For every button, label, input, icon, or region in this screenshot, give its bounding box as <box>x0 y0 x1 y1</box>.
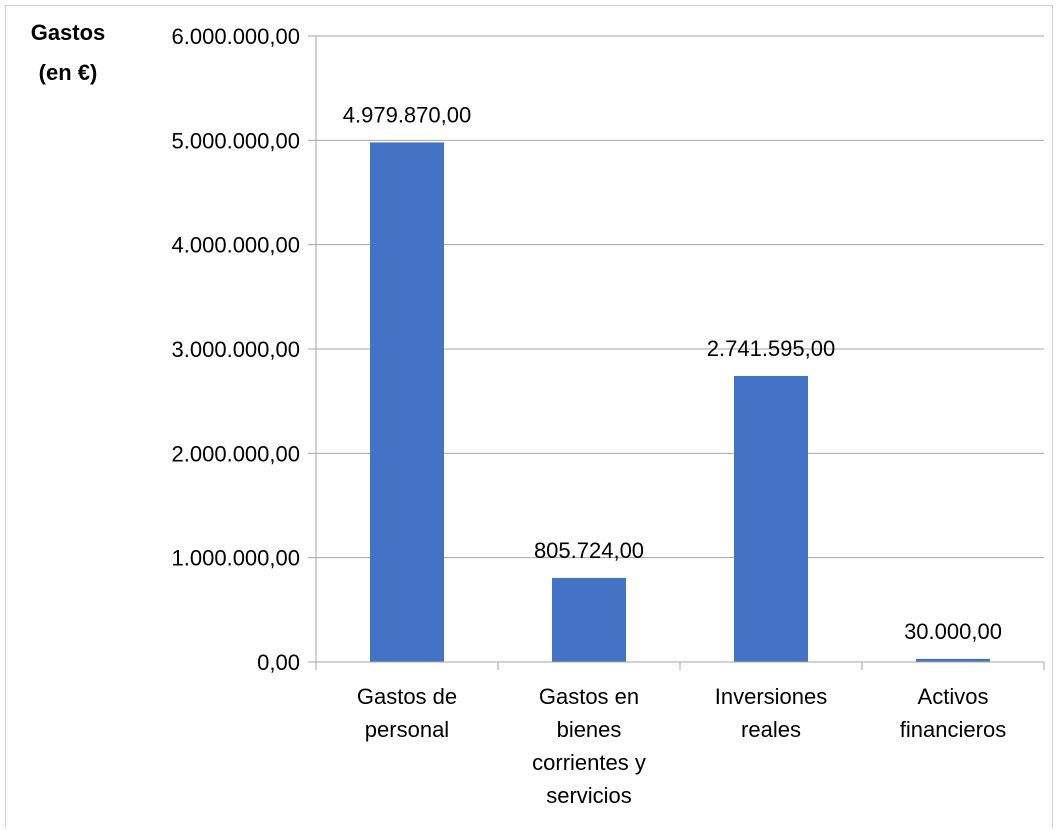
bars <box>370 142 990 662</box>
data-label: 805.724,00 <box>534 538 644 563</box>
bar <box>370 142 444 662</box>
y-axis-label: Gastos (en €) <box>31 20 106 85</box>
y-tick-label: 1.000.000,00 <box>172 546 300 571</box>
x-category-label: financieros <box>900 717 1006 742</box>
y-axis-ticks: 0,00 1.000.000,00 2.000.000,00 3.000.000,00… <box>172 24 317 675</box>
x-axis <box>315 661 1045 670</box>
y-tick-label: 4.000.000,00 <box>172 233 300 258</box>
y-tick-label: 0,00 <box>257 650 300 675</box>
data-label: 4.979.870,00 <box>343 102 471 127</box>
y-tick-label: 2.000.000,00 <box>172 441 300 466</box>
x-category-label: Gastos de <box>357 684 457 709</box>
y-tick-label: 3.000.000,00 <box>172 337 300 362</box>
chart-frame <box>5 5 1053 828</box>
x-category-label: reales <box>741 717 801 742</box>
y-tick-label: 6.000.000,00 <box>172 24 300 49</box>
bar <box>916 658 990 662</box>
y-tick-label: 5.000.000,00 <box>172 128 300 153</box>
x-category-label: corrientes y <box>532 750 646 775</box>
x-category-label: servicios <box>546 783 632 808</box>
x-category-label: Activos <box>918 684 989 709</box>
y-axis-label-line: (en €) <box>39 60 98 85</box>
bar <box>552 577 626 662</box>
x-category-label: personal <box>365 717 449 742</box>
data-label: 2.741.595,00 <box>707 336 835 361</box>
x-category-label: Gastos en <box>539 684 639 709</box>
category-labels: Gastos de personal Gastos en bienes corrient… <box>357 684 1006 808</box>
data-labels: 4.979.870,00 805.724,00 2.741.595,00 30.000… <box>343 102 1002 643</box>
x-category-label: bienes <box>557 717 622 742</box>
y-axis-label-line: Gastos <box>31 20 106 45</box>
data-label: 30.000,00 <box>904 619 1002 644</box>
bar <box>734 375 808 662</box>
x-category-label: Inversiones <box>715 684 828 709</box>
